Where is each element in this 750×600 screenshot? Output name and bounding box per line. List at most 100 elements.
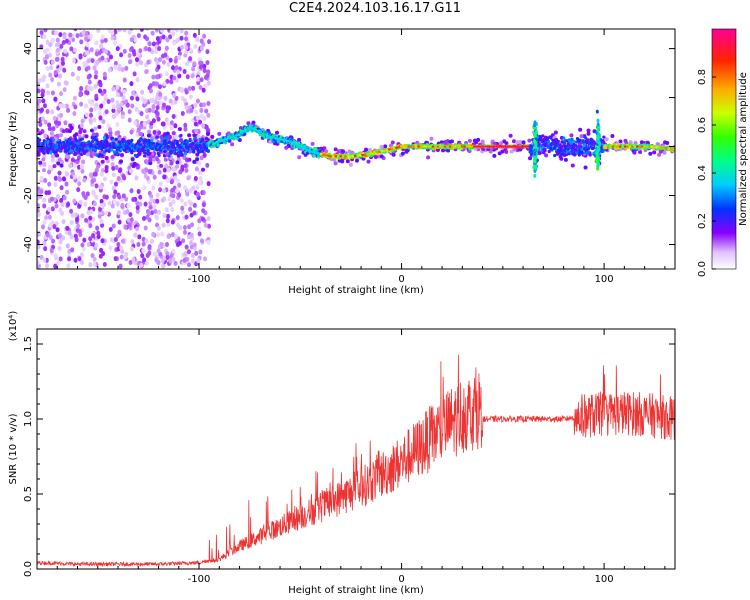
spectrogram-cell — [602, 135, 606, 139]
spectrogram-cell — [111, 108, 116, 114]
spectrogram-cell — [59, 197, 64, 203]
spectrogram-cell — [601, 149, 605, 153]
spectrogram-cell — [37, 212, 41, 218]
spectrogram-cell — [54, 30, 59, 36]
spectrogram-cell — [192, 149, 196, 153]
spectrogram-cell — [409, 145, 413, 148]
spectrogram-cell — [53, 182, 58, 188]
spectrogram-cell — [114, 111, 119, 117]
spectrogram-cell — [90, 253, 95, 259]
spectrogram-cell — [534, 155, 538, 160]
spectrogram-cell — [116, 130, 121, 136]
spectrogram-cell — [516, 145, 520, 148]
spectrogram-cell — [58, 32, 63, 38]
spectrogram-cell — [79, 86, 84, 92]
spectrogram-cell — [300, 146, 304, 149]
spectrogram-cell — [290, 146, 295, 151]
spectrogram-cell — [95, 225, 100, 231]
spectrogram-cell — [85, 42, 90, 48]
spectrogram-cell — [173, 58, 178, 64]
spectrogram-cell — [317, 152, 321, 155]
spectrogram-cell — [187, 224, 192, 230]
spectrogram-x-tick-label: 100 — [595, 274, 614, 285]
spectrogram-cell — [98, 88, 103, 94]
spectrogram-cell — [79, 101, 84, 107]
spectrogram-cell — [106, 99, 111, 105]
spectrogram-cell — [586, 131, 591, 136]
spectrogram-cell — [547, 149, 551, 153]
spectrogram-cell — [100, 222, 105, 228]
spectrogram-cell — [41, 157, 46, 162]
spectrogram-cell — [61, 129, 66, 134]
spectrogram-cell — [556, 148, 560, 153]
spectrogram-cell — [244, 128, 248, 131]
spectrogram-cell — [93, 126, 98, 131]
spectrogram-cell — [50, 109, 55, 115]
spectrogram-cell — [155, 60, 160, 66]
spectrogram-cell — [147, 41, 152, 47]
snr-y-tick-label: 1.5 — [23, 336, 34, 352]
spectrogram-cell — [201, 167, 206, 172]
spectrogram-cell — [143, 46, 148, 52]
spectrogram-cell — [339, 155, 343, 158]
spectrogram-cell — [242, 130, 246, 133]
spectrogram-cell — [526, 145, 530, 148]
spectrogram-cell — [192, 133, 197, 138]
spectrogram-cell — [45, 66, 50, 72]
spectrogram-cell — [139, 111, 144, 117]
spectrogram-cell — [52, 164, 57, 169]
spectrogram-cell — [534, 142, 538, 147]
spectrogram-cell — [164, 207, 169, 213]
spectrogram-cell — [348, 162, 353, 167]
spectrogram-cell — [84, 149, 88, 153]
spectrogram-cell — [97, 50, 102, 56]
spectrogram-cell — [161, 263, 166, 269]
spectrogram-cell — [170, 219, 175, 225]
spectrogram-cell — [194, 109, 199, 115]
spectrogram-cell — [81, 159, 86, 165]
colorbar-tick-label: 0.8 — [697, 69, 708, 85]
spectrogram-cell — [121, 238, 126, 244]
spectrogram-cell — [40, 88, 45, 94]
spectrogram-cell — [176, 241, 181, 247]
spectrogram-cell — [206, 69, 211, 75]
spectrogram-cell — [125, 209, 130, 215]
spectrogram-cell — [147, 46, 152, 52]
spectrogram-cell — [183, 201, 188, 207]
spectrogram-cell — [195, 152, 200, 157]
spectrogram-cell — [86, 58, 91, 64]
spectrogram-cell — [80, 118, 85, 124]
spectrogram-cell — [246, 121, 251, 126]
spectrogram-cell — [404, 145, 408, 148]
snr-y-axis-label: SNR (10 * v/v) — [8, 413, 19, 484]
spectrogram-cell — [156, 232, 161, 238]
spectrogram-cell — [392, 147, 396, 150]
spectrogram-cell — [76, 142, 80, 146]
spectrogram-cell — [596, 166, 600, 171]
spectrogram-cell — [500, 149, 505, 154]
spectrogram-cell — [42, 74, 47, 80]
spectrogram-cell — [560, 140, 564, 144]
spectrogram-cell — [96, 230, 101, 236]
spectrogram-cell — [190, 258, 195, 264]
spectrogram-cell — [121, 173, 126, 179]
spectrogram-cell — [584, 136, 588, 140]
spectrogram-cell — [597, 147, 601, 152]
spectrogram-cell — [395, 146, 399, 149]
snr-y-tick-label: 0.5 — [23, 486, 34, 502]
spectrogram-cell — [426, 145, 430, 148]
spectrogram-cell — [199, 38, 204, 44]
spectrogram-cell — [152, 129, 157, 135]
spectrogram-cell — [480, 145, 484, 148]
spectrogram-cell — [145, 29, 150, 32]
spectrogram-cell — [113, 237, 118, 243]
spectrogram-cell — [412, 145, 416, 148]
spectrogram-cell — [196, 226, 201, 232]
spectrogram-cell — [171, 256, 176, 262]
spectrogram-cell — [110, 203, 115, 209]
spectrogram-cell — [187, 133, 192, 138]
spectrogram-cell — [80, 168, 85, 174]
colorbar-label: Normalized spectral amplitude — [738, 72, 749, 226]
spectrogram-cell — [602, 140, 606, 145]
spectrogram-cell — [155, 105, 160, 111]
